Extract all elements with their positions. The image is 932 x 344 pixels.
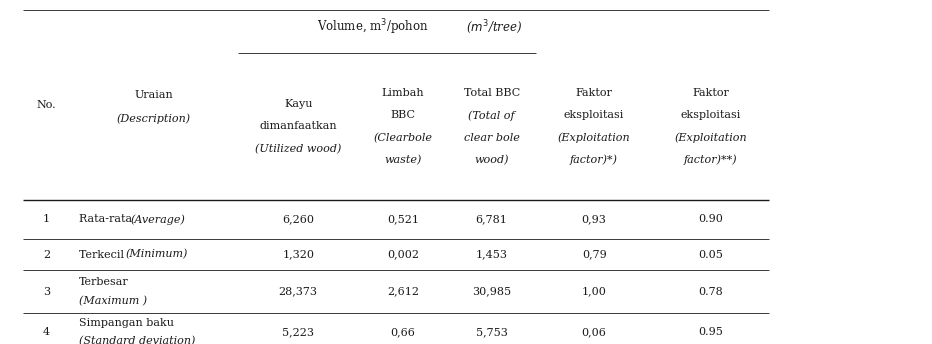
Text: BBC: BBC (391, 110, 416, 120)
Text: dimanfaatkan: dimanfaatkan (259, 121, 337, 131)
Text: Limbah: Limbah (382, 88, 424, 98)
Text: (Standard deviation): (Standard deviation) (79, 336, 196, 344)
Text: 2,612: 2,612 (387, 287, 419, 297)
Text: 0.90: 0.90 (698, 214, 723, 224)
Text: 0.05: 0.05 (698, 249, 723, 260)
Text: (Total of: (Total of (468, 110, 515, 120)
Text: Uraian: Uraian (134, 89, 173, 100)
Text: (Utilized wood): (Utilized wood) (255, 144, 341, 154)
Text: factor)**): factor)**) (684, 155, 737, 165)
Text: 28,373: 28,373 (279, 287, 318, 297)
Text: 4: 4 (43, 327, 50, 337)
Text: waste): waste) (384, 155, 422, 165)
Text: Kayu: Kayu (284, 99, 312, 109)
Text: eksploitasi: eksploitasi (680, 110, 741, 120)
Text: 0,66: 0,66 (391, 327, 416, 337)
Text: 0,002: 0,002 (387, 249, 419, 260)
Text: 5,753: 5,753 (475, 327, 508, 337)
Text: 1: 1 (43, 214, 50, 224)
Text: No.: No. (36, 100, 57, 110)
Text: Faktor: Faktor (692, 88, 729, 98)
Text: 0,06: 0,06 (582, 327, 607, 337)
Text: 5,223: 5,223 (282, 327, 314, 337)
Text: wood): wood) (474, 155, 509, 165)
Text: 2: 2 (43, 249, 50, 260)
Text: Terkecil: Terkecil (79, 249, 128, 260)
Text: factor)*): factor)*) (570, 155, 618, 165)
Text: 0,79: 0,79 (582, 249, 607, 260)
Text: 1,320: 1,320 (282, 249, 314, 260)
Text: Rata-rata: Rata-rata (79, 214, 136, 224)
Text: 0.78: 0.78 (698, 287, 723, 297)
Text: Volume, m$^3$/pohon: Volume, m$^3$/pohon (317, 18, 429, 37)
Text: (Average): (Average) (130, 214, 185, 225)
Text: 6,260: 6,260 (282, 214, 314, 224)
Text: Simpangan baku: Simpangan baku (79, 318, 174, 327)
Text: (Clearbole: (Clearbole (374, 132, 432, 143)
Text: Faktor: Faktor (576, 88, 612, 98)
Text: eksploitasi: eksploitasi (564, 110, 624, 120)
Text: Terbesar: Terbesar (79, 277, 129, 287)
Text: (Minimum): (Minimum) (125, 249, 187, 260)
Text: 3: 3 (43, 287, 50, 297)
Text: 0.95: 0.95 (698, 327, 723, 337)
Text: 0,521: 0,521 (387, 214, 419, 224)
Text: 1,00: 1,00 (582, 287, 607, 297)
Text: Total BBC: Total BBC (463, 88, 520, 98)
Text: (Exploitation: (Exploitation (558, 132, 630, 143)
Text: 1,453: 1,453 (475, 249, 508, 260)
Text: (Maximum ): (Maximum ) (79, 296, 147, 306)
Text: 30,985: 30,985 (473, 287, 511, 297)
Text: (Description): (Description) (116, 114, 191, 124)
Text: clear bole: clear bole (464, 132, 519, 143)
Text: 6,781: 6,781 (475, 214, 508, 224)
Text: (Exploitation: (Exploitation (675, 132, 747, 143)
Text: ($m^3$/tree): ($m^3$/tree) (466, 19, 522, 36)
Text: 0,93: 0,93 (582, 214, 607, 224)
